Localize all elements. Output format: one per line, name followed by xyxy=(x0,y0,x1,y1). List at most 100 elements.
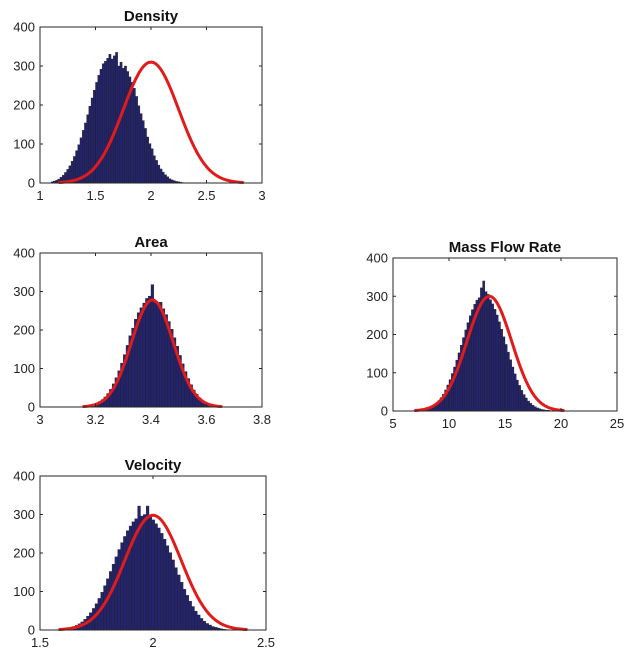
histogram-bar xyxy=(117,549,121,631)
histogram-bar xyxy=(502,336,506,412)
y-tick-label: 300 xyxy=(13,507,35,522)
y-tick-label: 100 xyxy=(13,584,35,599)
histogram-bar xyxy=(110,58,114,184)
y-tick-label: 200 xyxy=(13,98,35,113)
histogram-bar xyxy=(120,542,124,631)
histogram-bar xyxy=(139,307,143,408)
histogram-bar xyxy=(166,176,169,184)
histogram-bar xyxy=(106,58,109,184)
histogram-bar xyxy=(157,164,161,184)
histogram-bar xyxy=(145,298,149,408)
histogram-bar xyxy=(103,585,107,631)
histogram-bar xyxy=(522,394,526,412)
y-tick-label: 0 xyxy=(28,400,35,415)
chart-title: Area xyxy=(134,234,168,251)
x-tick-label: 2 xyxy=(149,635,156,650)
histogram-bar xyxy=(123,536,127,631)
y-tick-label: 300 xyxy=(13,284,35,299)
x-tick-label: 25 xyxy=(610,416,624,431)
histogram-bar xyxy=(498,321,501,412)
x-tick-label: 20 xyxy=(554,416,568,431)
x-tick-label: 2.5 xyxy=(257,635,275,650)
x-tick-label: 3.2 xyxy=(86,412,104,427)
histogram-bar xyxy=(97,75,101,184)
x-tick-label: 10 xyxy=(442,416,456,431)
histogram-bar xyxy=(509,359,512,412)
y-tick-label: 400 xyxy=(13,20,35,35)
histogram-bar xyxy=(211,626,215,631)
histogram-bar xyxy=(533,406,537,412)
x-tick-label: 1.5 xyxy=(86,188,104,203)
histogram-bar xyxy=(141,120,145,184)
histogram-bar xyxy=(208,624,212,631)
histogram-bar xyxy=(137,105,141,184)
histogram-bar xyxy=(489,299,492,412)
y-tick-label: 300 xyxy=(13,59,35,74)
x-tick-label: 3 xyxy=(36,412,43,427)
histogram-bar xyxy=(199,618,204,631)
histogram-bar xyxy=(142,302,146,408)
normal-fit-curve xyxy=(413,294,565,412)
histogram-bar xyxy=(153,300,157,408)
histogram-bar xyxy=(111,563,116,631)
histogram-bar xyxy=(163,538,167,631)
histogram-bar xyxy=(104,61,107,184)
y-tick-label: 0 xyxy=(381,404,388,419)
histogram-bar xyxy=(140,515,144,631)
subplot-velocity: 0 100 200 300 400 1.5 2 2.5 Velocity xyxy=(13,457,275,650)
x-tick-label: 1.5 xyxy=(31,635,49,650)
y-tick-label: 300 xyxy=(366,289,388,304)
x-tick-label: 2 xyxy=(147,188,154,203)
histogram-bar xyxy=(500,328,503,412)
histogram-bar xyxy=(191,606,195,631)
histogram-bar xyxy=(114,556,118,631)
histogram-bar xyxy=(507,351,510,412)
y-tick-label: 200 xyxy=(13,546,35,561)
chart-title: Mass Flow Rate xyxy=(449,239,562,256)
y-tick-label: 200 xyxy=(13,323,35,338)
histogram-bar xyxy=(130,82,134,184)
histogram-bar xyxy=(148,295,152,408)
y-tick-label: 400 xyxy=(13,469,35,484)
x-tick-label: 15 xyxy=(498,416,512,431)
histogram-bar xyxy=(139,113,143,184)
histogram-bar xyxy=(157,527,161,631)
histogram-bar xyxy=(124,65,127,184)
x-tick-label: 3.8 xyxy=(253,412,271,427)
histogram-bar xyxy=(115,52,118,184)
histogram-bar xyxy=(161,171,165,184)
histogram-bar xyxy=(529,403,533,412)
histogram-bar xyxy=(197,614,201,631)
x-tick-label: 3.4 xyxy=(142,412,160,427)
subplot-area: 0 100 200 300 400 3 3.2 3.4 3.6 3.8 Area xyxy=(13,234,271,427)
histogram-bar xyxy=(144,128,147,184)
histogram-bar xyxy=(524,397,528,412)
histogram-bar xyxy=(159,168,163,184)
histogram-bar xyxy=(108,54,112,184)
histogram-bar xyxy=(477,297,481,412)
histogram-bar xyxy=(174,567,178,631)
y-tick-label: 400 xyxy=(13,246,35,261)
histogram-bar xyxy=(145,505,150,631)
histogram-bar xyxy=(180,582,184,631)
histogram-bar xyxy=(148,516,153,631)
histogram-bar xyxy=(135,96,138,184)
histogram-bar xyxy=(177,574,181,631)
histogram-bar xyxy=(160,533,164,631)
histogram-bar xyxy=(151,519,155,631)
subplot-mass-flow-rate: 0 100 200 300 400 5 10 15 20 25 Mass Flow Rate xyxy=(366,239,624,431)
x-tick-label: 1 xyxy=(36,188,43,203)
normal-fit-curve xyxy=(58,513,248,631)
histogram-bar xyxy=(155,160,158,184)
histogram-bar xyxy=(121,68,125,184)
histogram-bar xyxy=(113,55,116,184)
x-tick-label: 2.5 xyxy=(197,188,215,203)
x-tick-label: 5 xyxy=(389,416,396,431)
histogram-bar xyxy=(484,291,488,412)
histogram-bar xyxy=(205,623,209,631)
histogram-bar xyxy=(126,530,130,631)
histogram-bar xyxy=(202,620,206,631)
histogram-bar xyxy=(161,308,166,408)
histogram-bar xyxy=(101,63,105,184)
histogram-bar xyxy=(171,559,175,631)
